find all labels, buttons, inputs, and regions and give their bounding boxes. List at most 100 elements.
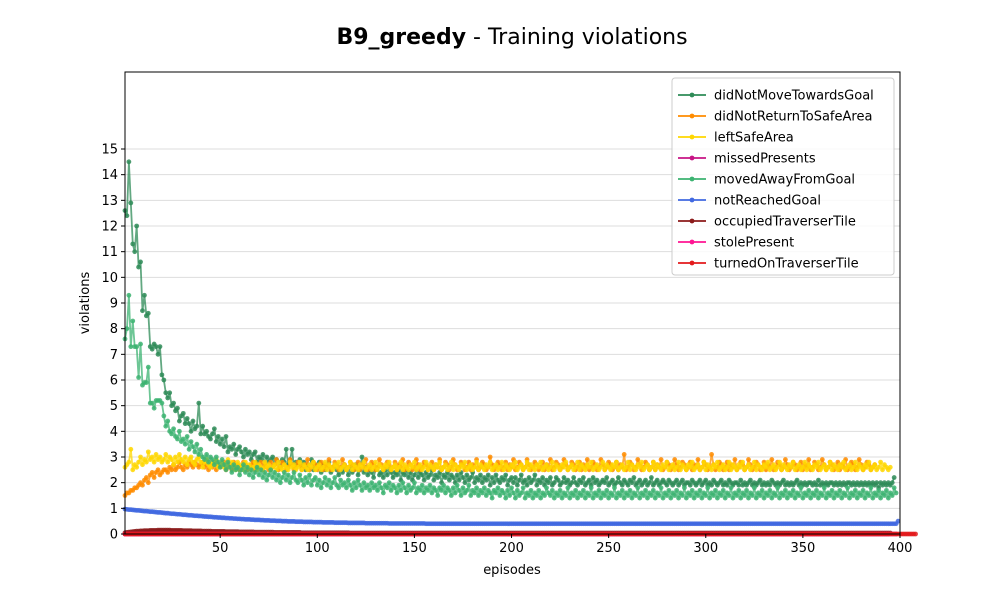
data-point: [169, 457, 175, 462]
legend-label: leftSafeArea: [714, 131, 794, 146]
y-tick-label: 10: [101, 271, 118, 286]
data-point: [767, 487, 773, 493]
data-point: [215, 434, 221, 439]
data-point: [870, 495, 876, 501]
data-point: [474, 485, 479, 491]
data-point: [579, 493, 584, 498]
legend-item: didNotMoveTowardsGoal: [678, 89, 874, 104]
data-point: [658, 457, 664, 462]
data-point: [501, 477, 507, 483]
data-point: [345, 472, 351, 478]
data-point: [816, 495, 821, 501]
data-point: [272, 462, 277, 468]
data-point: [167, 390, 173, 396]
data-point: [643, 477, 648, 483]
data-point: [143, 459, 149, 465]
data-point: [800, 495, 806, 501]
data-point: [380, 467, 386, 473]
data-point: [509, 475, 514, 480]
data-point: [373, 482, 378, 488]
data-point: [260, 452, 266, 457]
data-point: [237, 472, 243, 478]
data-point: [722, 495, 728, 501]
data-point: [316, 477, 322, 483]
data-point: [536, 464, 542, 470]
data-point: [176, 428, 182, 434]
data-point: [252, 449, 258, 455]
data-point: [800, 464, 806, 470]
data-point: [476, 477, 481, 483]
data-point: [274, 477, 279, 483]
data-point: [458, 493, 464, 498]
data-point: [124, 213, 130, 219]
data-point: [264, 477, 270, 483]
data-point: [406, 467, 411, 473]
data-point: [318, 485, 324, 491]
data-point: [683, 495, 689, 501]
data-point: [301, 482, 307, 488]
data-point: [689, 459, 695, 465]
data-point: [532, 467, 538, 473]
data-point: [309, 464, 314, 470]
data-point: [221, 444, 227, 450]
data-point: [359, 454, 365, 460]
data-point: [637, 464, 643, 470]
data-point: [431, 467, 437, 473]
data-point: [569, 462, 575, 468]
data-point: [790, 487, 796, 493]
data-point: [588, 459, 594, 465]
data-point: [361, 459, 367, 465]
data-point: [355, 467, 361, 473]
data-point: [200, 464, 206, 470]
data-point: [493, 462, 499, 468]
data-point: [532, 472, 538, 478]
data-point: [153, 344, 159, 350]
data-point: [309, 482, 314, 488]
data-point: [575, 459, 580, 465]
data-point: [627, 487, 633, 493]
data-point: [763, 464, 769, 470]
legend-item: didNotReturnToSafeArea: [678, 110, 872, 125]
data-point: [641, 493, 647, 498]
data-point: [660, 495, 666, 501]
data-point: [165, 470, 171, 475]
data-point: [765, 459, 771, 465]
data-point: [816, 459, 821, 465]
data-point: [579, 480, 584, 486]
data-point: [680, 493, 685, 498]
data-point: [629, 495, 635, 501]
data-point: [460, 485, 466, 491]
data-point: [841, 459, 847, 465]
data-point: [746, 462, 751, 468]
data-point: [190, 444, 196, 450]
data-point: [266, 472, 272, 478]
data-point: [678, 467, 683, 473]
data-point: [516, 477, 522, 483]
data-point: [417, 462, 423, 468]
y-tick-label: 3: [110, 451, 118, 466]
data-point: [777, 495, 782, 501]
data-point: [231, 441, 237, 447]
data-point: [400, 480, 406, 486]
data-point: [569, 480, 575, 486]
data-point: [435, 493, 441, 498]
data-point: [134, 464, 140, 470]
data-point: [662, 464, 668, 470]
legend: didNotMoveTowardsGoal didNotReturnToSafeA…: [671, 77, 895, 276]
data-point: [852, 487, 858, 493]
data-point: [806, 457, 812, 462]
data-point: [765, 493, 771, 498]
data-point: [530, 495, 536, 501]
data-point: [518, 490, 524, 496]
data-point: [619, 482, 625, 488]
data-point: [555, 493, 561, 498]
data-point: [272, 470, 277, 475]
legend-label: occupiedTraverserTile: [714, 215, 856, 230]
data-point: [891, 475, 897, 480]
data-point: [850, 493, 856, 498]
data-point: [450, 485, 456, 491]
data-point: [788, 493, 794, 498]
data-point: [625, 459, 631, 465]
y-tick-label: 5: [110, 399, 118, 414]
